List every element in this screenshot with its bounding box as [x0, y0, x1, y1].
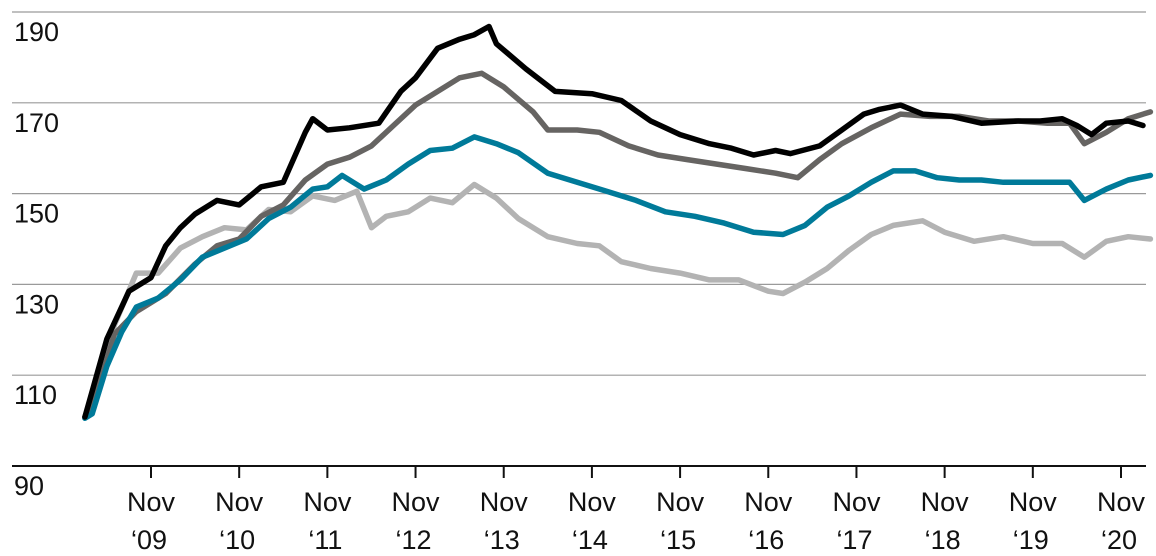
- x-tick-label-year: ‘15: [660, 525, 696, 555]
- y-tick-label-170: 170: [14, 108, 59, 138]
- y-tick-label-190: 190: [14, 17, 59, 47]
- x-tick-label-year: ‘19: [1013, 525, 1049, 555]
- x-tick-label-year: ‘13: [484, 525, 520, 555]
- x-tick-label-month: Nov: [921, 487, 970, 517]
- y-tick-label-90: 90: [14, 471, 44, 501]
- y-tick-label-110: 110: [14, 380, 57, 410]
- x-tick-label-year: ‘09: [131, 525, 167, 555]
- x-tick-label-month: Nov: [1009, 487, 1058, 517]
- x-tick-label-month: Nov: [832, 487, 881, 517]
- x-tick-label-month: Nov: [392, 487, 441, 517]
- x-tick-label-year: ‘10: [219, 525, 255, 555]
- y-tick-label-150: 150: [14, 199, 59, 229]
- x-tick-label-year: ‘14: [572, 525, 608, 555]
- series-line-3: [82, 181, 1154, 420]
- x-tick-label-year: ‘20: [1101, 525, 1137, 555]
- x-tick-label-month: Nov: [303, 487, 352, 517]
- x-tick-label-year: ‘16: [748, 525, 784, 555]
- x-tick-label-month: Nov: [480, 487, 529, 517]
- series-lines: [82, 23, 1154, 422]
- x-tick-label-year: ‘11: [308, 525, 342, 555]
- x-tick-label-month: Nov: [215, 487, 264, 517]
- gridlines: [12, 11, 1146, 376]
- x-tick-label-year: ‘12: [396, 525, 432, 555]
- x-tick-label-month: Nov: [127, 487, 176, 517]
- y-tick-label-130: 130: [14, 289, 59, 319]
- axes: 110 130 150 170 190 90 Nov ‘09 Nov ‘10 Nov ‘11 Nov ‘1…: [12, 17, 1146, 555]
- x-tick-label-month: Nov: [1097, 487, 1146, 517]
- series-line-0: [82, 23, 1146, 420]
- x-tick-label-year: ‘18: [925, 525, 961, 555]
- x-tick-label-month: Nov: [744, 487, 793, 517]
- x-tick-label-year: ‘17: [836, 525, 872, 555]
- x-tick-label-month: Nov: [656, 487, 705, 517]
- x-tick-label-month: Nov: [568, 487, 617, 517]
- series-line-2: [82, 134, 1154, 422]
- series-line-1: [82, 70, 1154, 420]
